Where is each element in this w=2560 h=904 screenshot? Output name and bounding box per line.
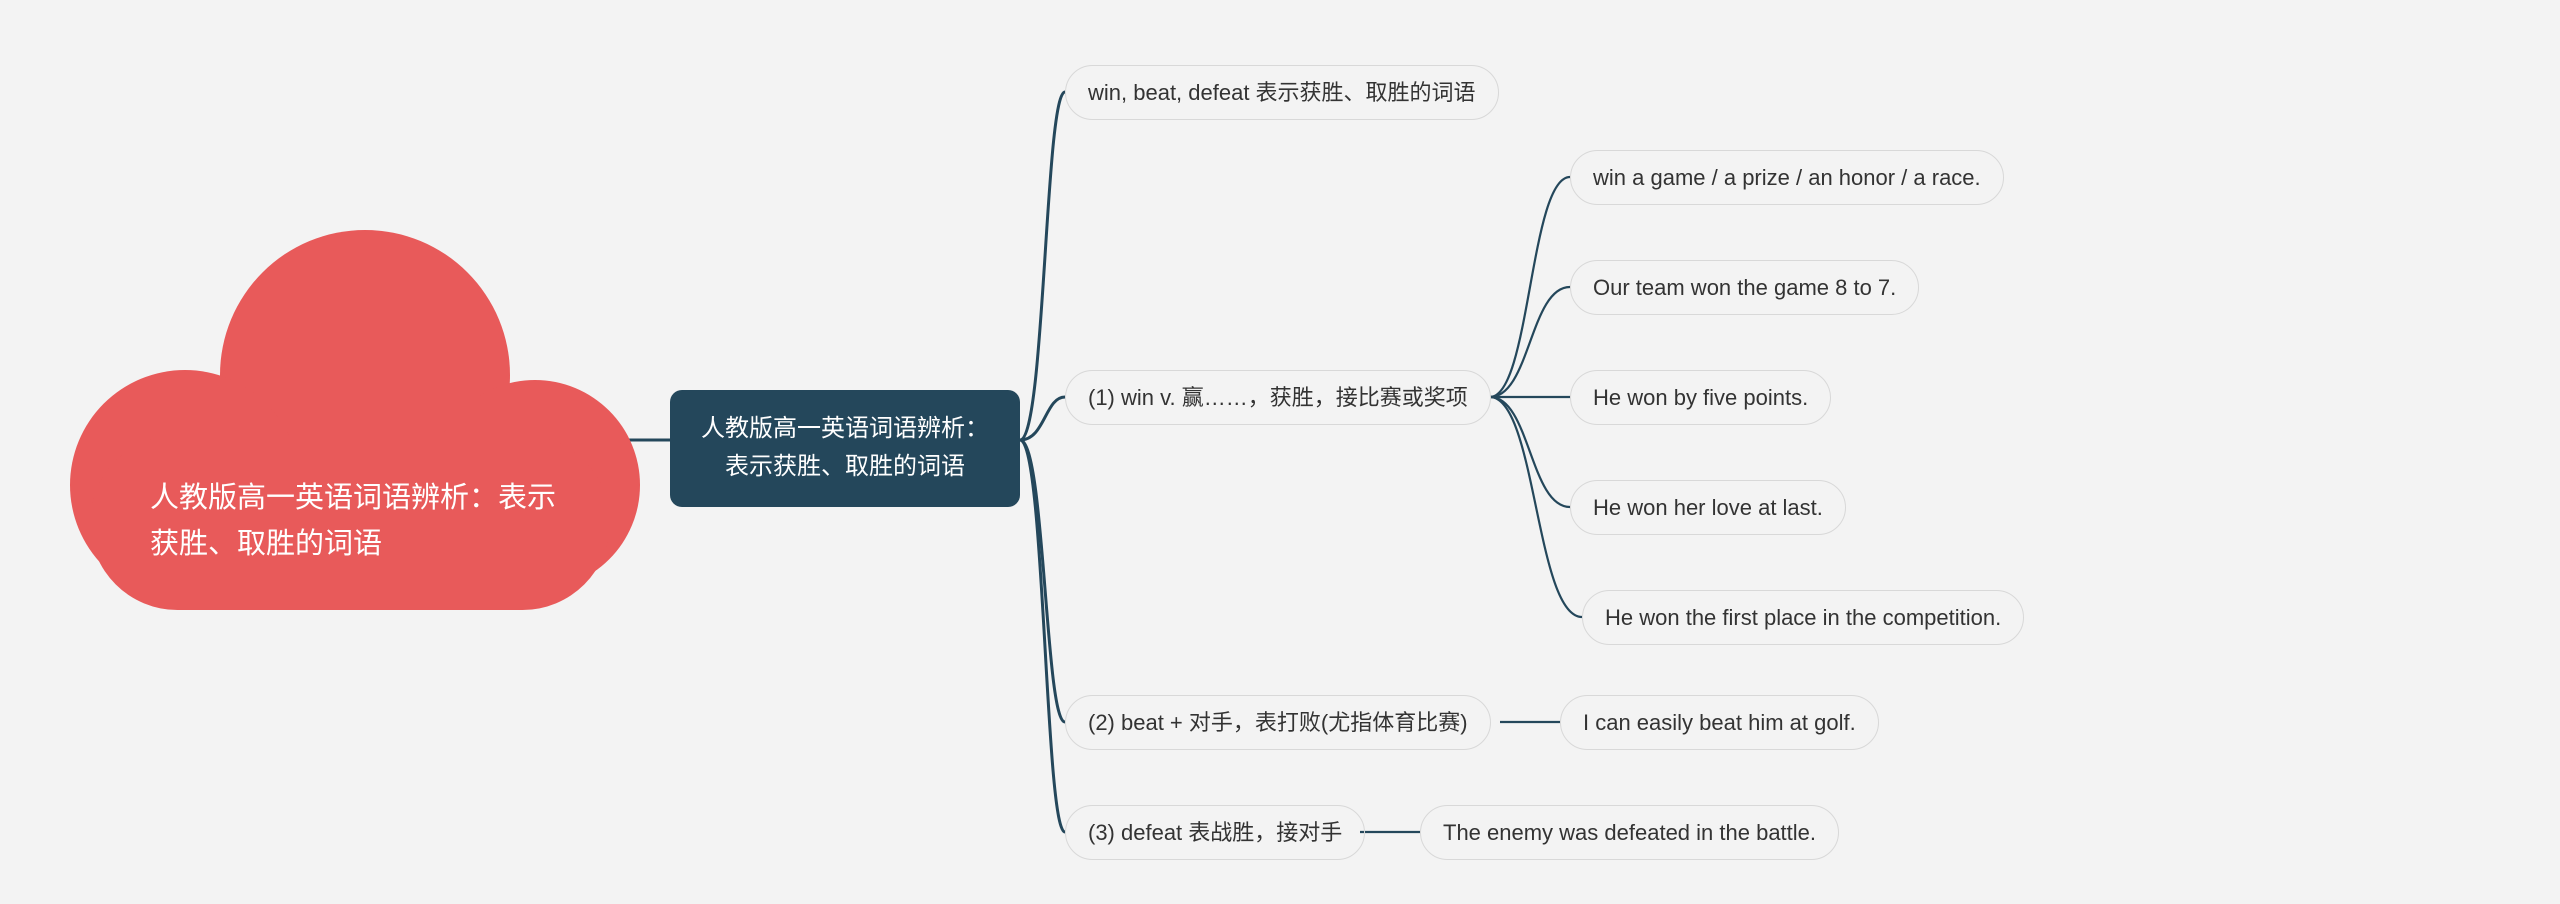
leaf-defeat-1[interactable]: The enemy was defeated in the battle. [1420, 805, 1839, 860]
node-win[interactable]: (1) win v. 赢……，获胜，接比赛或奖项 [1065, 370, 1491, 425]
mindmap-canvas: 人教版高一英语词语辨析：表示获胜、取胜的词语 人教版高一英语词语辨析：表示获胜、… [0, 0, 2560, 904]
title-cloud-text: 人教版高一英语词语辨析：表示获胜、取胜的词语 [150, 475, 570, 568]
leaf-win-4[interactable]: He won her love at last. [1570, 480, 1846, 535]
node-label: He won her love at last. [1593, 495, 1823, 520]
leaf-win-1[interactable]: win a game / a prize / an honor / a race… [1570, 150, 2004, 205]
node-label: (3) defeat 表战胜，接对手 [1088, 820, 1342, 845]
node-label: win, beat, defeat 表示获胜、取胜的词语 [1088, 80, 1476, 105]
node-label: I can easily beat him at golf. [1583, 710, 1856, 735]
node-label: (1) win v. 赢……，获胜，接比赛或奖项 [1088, 385, 1468, 410]
node-label: Our team won the game 8 to 7. [1593, 275, 1896, 300]
root-node[interactable]: 人教版高一英语词语辨析：表示获胜、取胜的词语 [670, 390, 1020, 507]
node-beat[interactable]: (2) beat + 对手，表打败(尤指体育比赛) [1065, 695, 1491, 750]
leaf-win-3[interactable]: He won by five points. [1570, 370, 1831, 425]
node-label: (2) beat + 对手，表打败(尤指体育比赛) [1088, 710, 1468, 735]
leaf-win-2[interactable]: Our team won the game 8 to 7. [1570, 260, 1919, 315]
leaf-win-5[interactable]: He won the first place in the competitio… [1582, 590, 2024, 645]
node-label: He won the first place in the competitio… [1605, 605, 2001, 630]
node-intro[interactable]: win, beat, defeat 表示获胜、取胜的词语 [1065, 65, 1499, 120]
node-label: He won by five points. [1593, 385, 1808, 410]
title-cloud: 人教版高一英语词语辨析：表示获胜、取胜的词语 [80, 240, 600, 620]
node-label: win a game / a prize / an honor / a race… [1593, 165, 1981, 190]
node-label: The enemy was defeated in the battle. [1443, 820, 1816, 845]
root-node-label: 人教版高一英语词语辨析：表示获胜、取胜的词语 [701, 415, 989, 480]
leaf-beat-1[interactable]: I can easily beat him at golf. [1560, 695, 1879, 750]
node-defeat[interactable]: (3) defeat 表战胜，接对手 [1065, 805, 1365, 860]
